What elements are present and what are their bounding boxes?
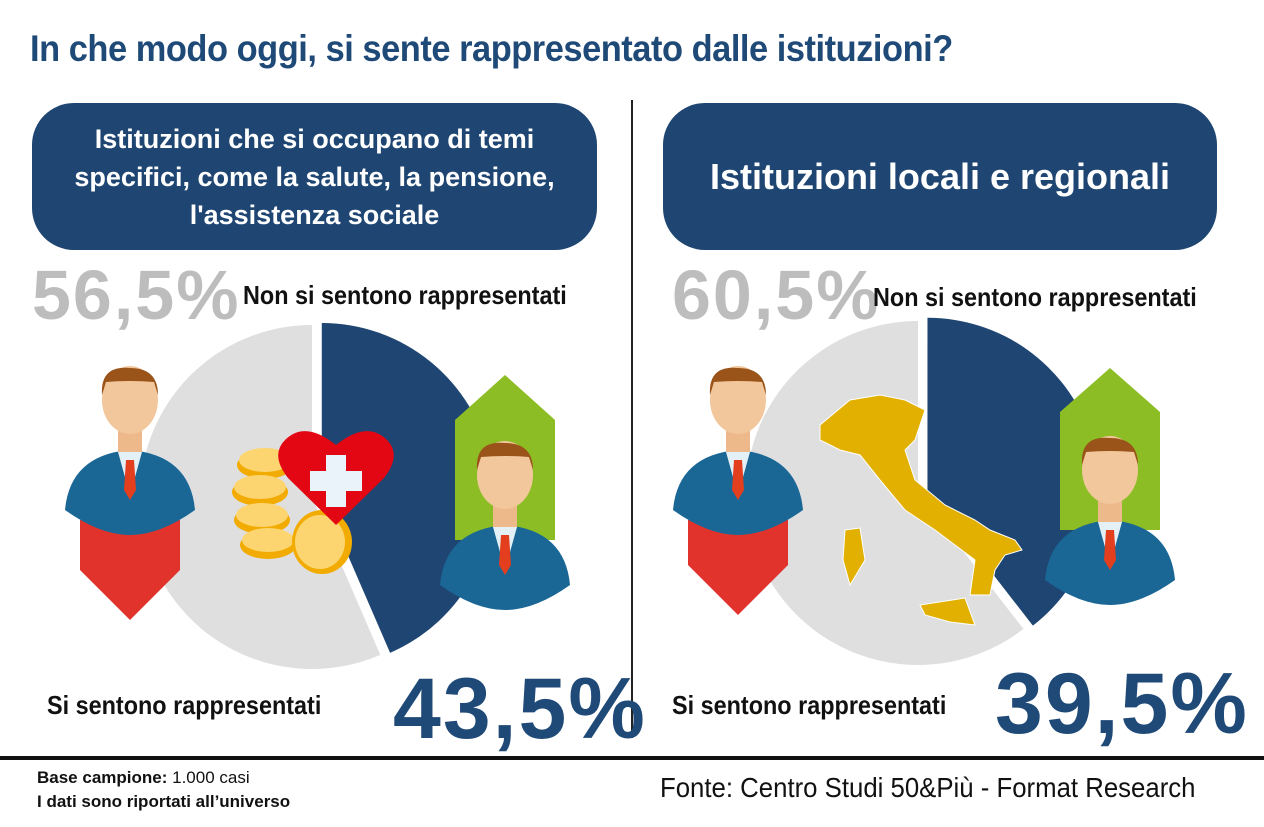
coins-icon <box>232 448 352 574</box>
italy-map-icon <box>819 394 1023 626</box>
pct-not-represented-left: 56,5% <box>32 256 241 334</box>
sample-base-value: 1.000 casi <box>167 768 250 787</box>
footer-divider <box>0 756 1264 760</box>
label-not-represented-left: Non si sentono rappresentati <box>243 280 567 310</box>
sample-base: Base campione: 1.000 casi <box>37 768 250 788</box>
pie-slice-not-represented <box>745 321 1024 665</box>
pct-represented-left: 43,5% <box>393 661 647 757</box>
person-icon <box>1045 436 1175 605</box>
label-represented-right: Si sentono rappresentati <box>672 690 947 720</box>
person-icon <box>65 366 195 535</box>
data-note: I dati sono riportati all’universo <box>37 792 291 811</box>
label-represented-left: Si sentono rappresentati <box>47 690 322 720</box>
person-icon <box>440 441 570 610</box>
person-icon <box>673 366 803 535</box>
sample-base-label: Base campione: <box>37 768 168 787</box>
red-down-arrow-icon <box>80 520 180 620</box>
page-title: In che modo oggi, si sente rappresentato… <box>30 28 953 69</box>
pct-not-represented-right: 60,5% <box>672 256 881 334</box>
source-credit: Fonte: Centro Studi 50&Più - Format Rese… <box>660 772 1196 803</box>
section-title-left: Istituzioni che si occupano di temi spec… <box>32 103 597 250</box>
divider <box>631 100 633 738</box>
pct-represented-right: 39,5% <box>995 656 1249 752</box>
section-title-right: Istituzioni locali e regionali <box>663 103 1217 250</box>
heart-health-icon <box>278 431 394 525</box>
label-not-represented-right: Non si sentono rappresentati <box>873 282 1197 312</box>
red-down-arrow-icon <box>688 520 788 615</box>
